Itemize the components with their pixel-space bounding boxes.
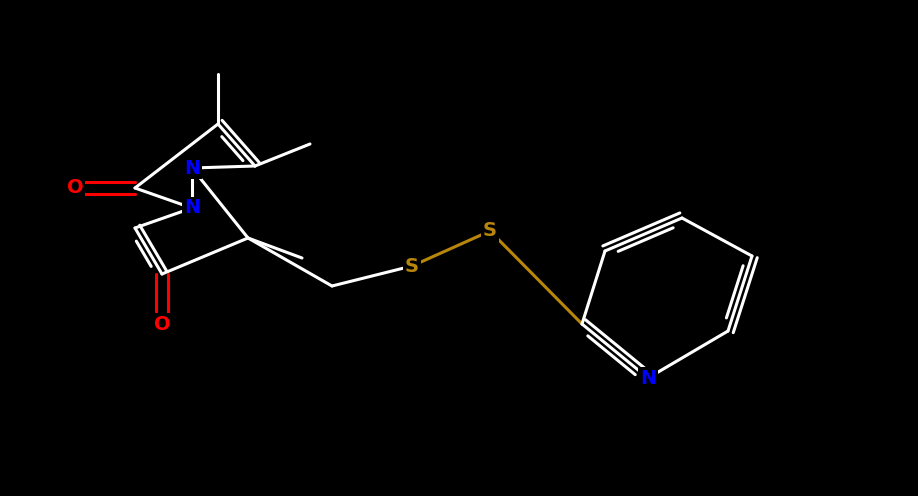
Text: S: S <box>405 256 419 275</box>
Text: N: N <box>184 159 200 178</box>
Text: O: O <box>153 314 171 333</box>
Text: S: S <box>483 222 497 241</box>
Text: O: O <box>67 179 84 197</box>
Text: N: N <box>640 369 656 387</box>
Text: N: N <box>184 198 200 218</box>
